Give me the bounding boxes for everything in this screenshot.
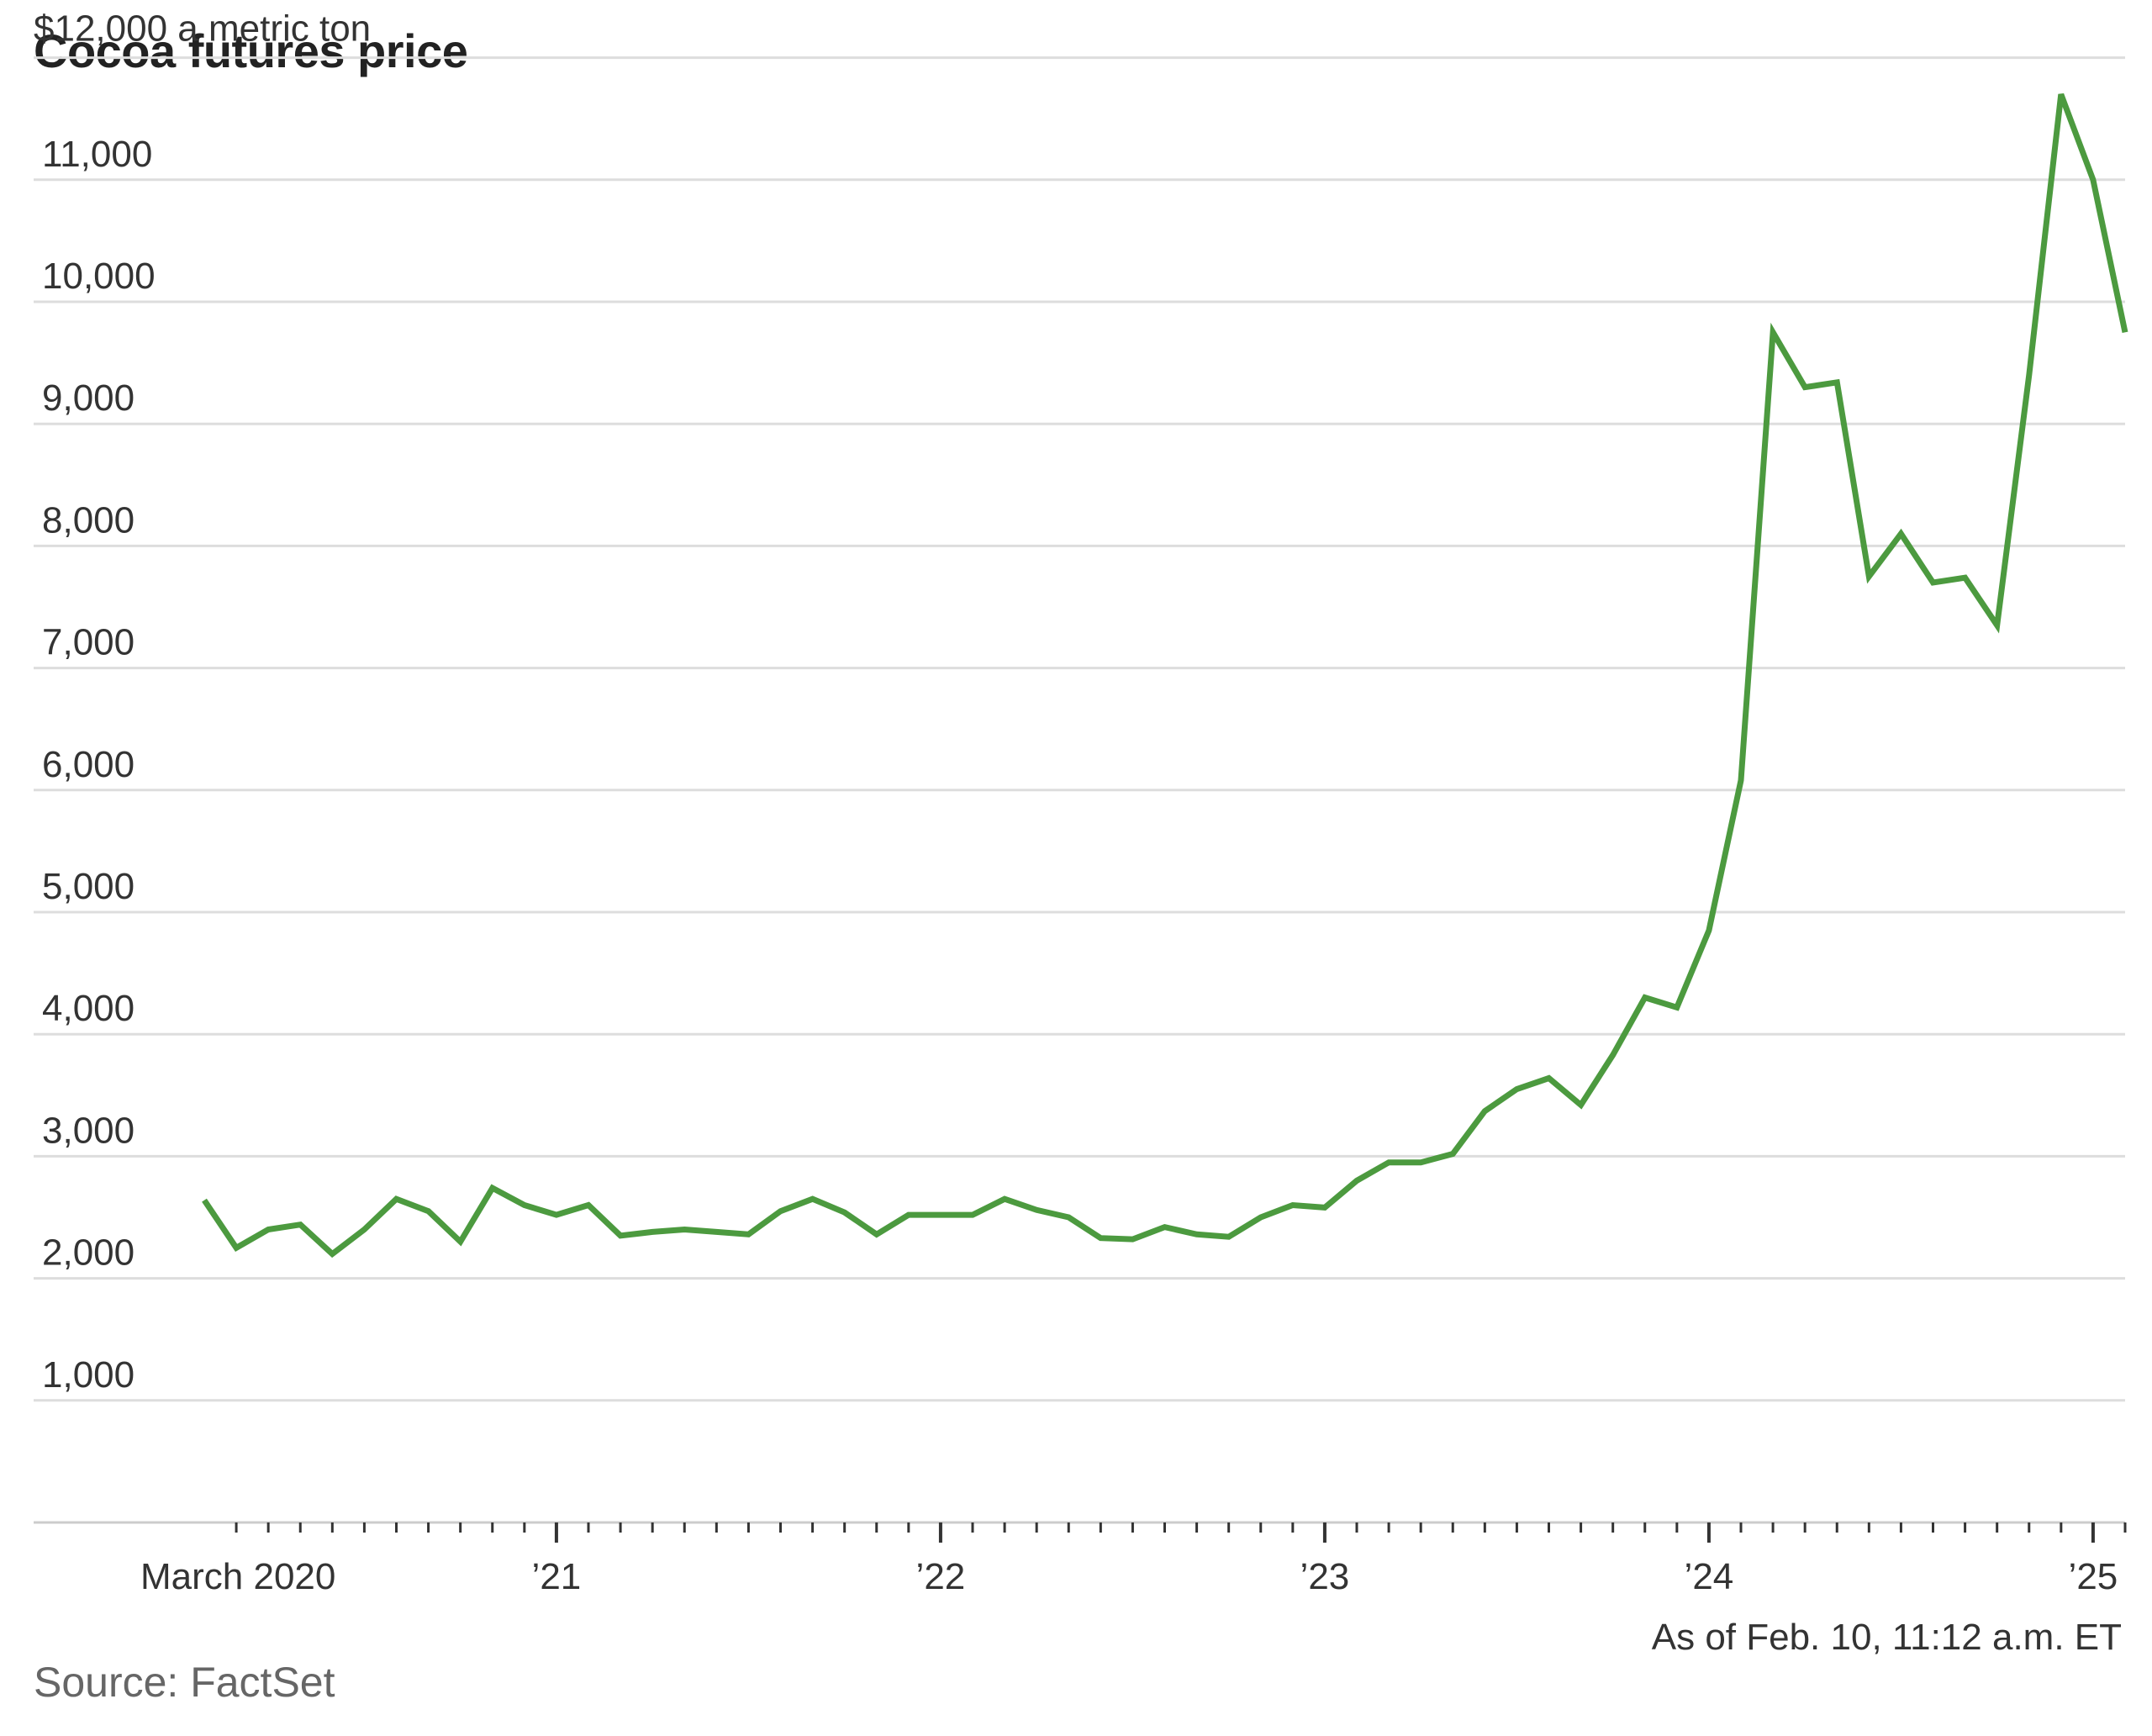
y-axis-labels: 11,000 10,000 9,000 8,000 7,000 6,000 5,000 4,0… xyxy=(42,134,156,1396)
x-tick-label: ’22 xyxy=(916,1556,966,1597)
y-tick-label: 7,000 xyxy=(42,622,134,663)
y-tick-label: 1,000 xyxy=(42,1354,134,1396)
y-tick-label: 9,000 xyxy=(42,377,134,419)
y-tick-label: 5,000 xyxy=(42,866,134,907)
as-of-note: As of Feb. 10, 11:12 a.m. ET xyxy=(1652,1617,2122,1658)
y-tick-label: 8,000 xyxy=(42,499,134,541)
x-tick-label: ’21 xyxy=(532,1556,582,1597)
chart-title: Cocoa futures price xyxy=(34,24,468,77)
x-tick-label: March 2020 xyxy=(140,1556,335,1597)
y-tick-label: 10,000 xyxy=(42,256,156,297)
y-tick-label: 6,000 xyxy=(42,744,134,785)
source-note: Source: FactSet xyxy=(34,1659,335,1706)
x-tick-label: ’25 xyxy=(2069,1556,2118,1597)
y-tick-label: 2,000 xyxy=(42,1232,134,1274)
y-tick-label: 11,000 xyxy=(42,134,152,175)
y-tick-label: 4,000 xyxy=(42,988,134,1029)
gridlines xyxy=(34,56,2125,1402)
x-axis-labels: March 2020 ’21 ’22 ’23 ’24 ’25 xyxy=(140,1556,2118,1597)
y-tick-label: 3,000 xyxy=(42,1110,134,1151)
y-axis-unit-label: $12,000 a metric ton xyxy=(34,8,371,50)
series-layer xyxy=(202,92,2128,1258)
x-axis-ticks xyxy=(235,1522,2127,1543)
series-line xyxy=(202,92,2128,1258)
x-tick-label: ’23 xyxy=(1300,1556,1350,1597)
x-tick-label: ’24 xyxy=(1685,1556,1734,1597)
